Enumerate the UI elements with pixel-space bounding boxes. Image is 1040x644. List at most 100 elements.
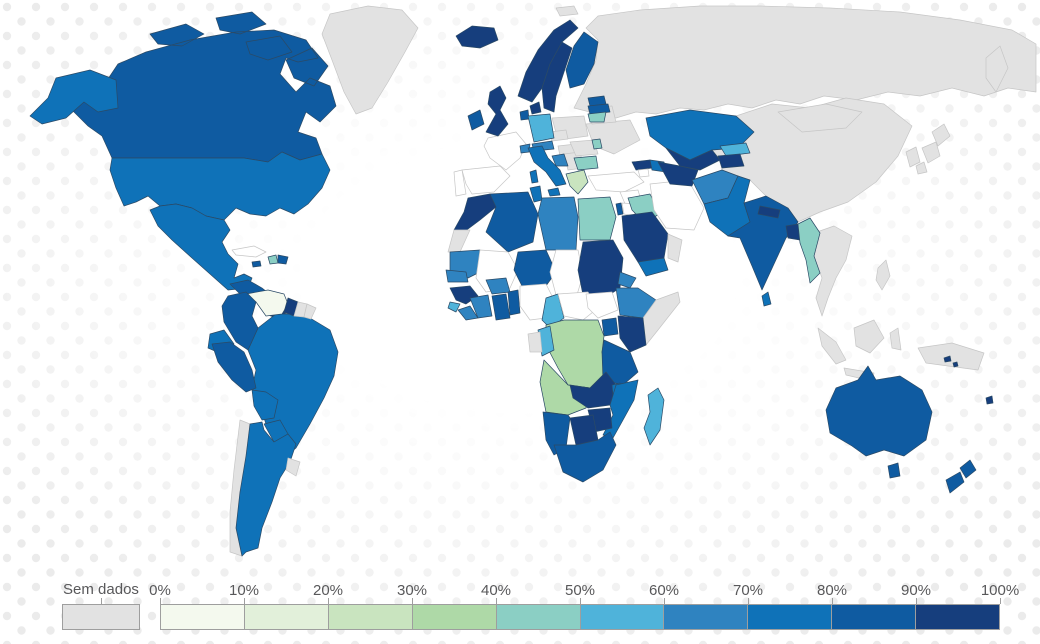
country-togo-benin[interactable] [507,289,521,316]
no-data-swatch [62,604,140,630]
legend-bin-0-10% [161,605,244,629]
legend-bin-60-70% [663,605,748,629]
legend-bin-30-40% [411,605,496,629]
country-peru[interactable] [211,341,257,393]
country-egypt[interactable] [577,196,617,241]
country-argentina[interactable] [235,421,297,557]
country-usa[interactable] [29,69,331,221]
country-sierra-leone[interactable] [447,301,461,313]
country-lithuania[interactable] [587,111,607,123]
country-sri-lanka[interactable] [761,291,772,307]
country-denmark[interactable] [529,101,542,115]
country-croatia[interactable] [551,153,569,167]
country-oman[interactable] [667,233,683,263]
country-south-africa[interactable] [553,431,617,483]
country-cote-divoire[interactable] [469,294,493,319]
country-bolivia[interactable] [251,389,279,421]
country-uruguay[interactable] [285,457,301,477]
country-bangladesh[interactable] [785,223,801,241]
country-turkey[interactable] [587,171,645,193]
color-scale: 0% 10% 20% 30% 40% 50% 60% 70% 80% 90% 100% [149,582,1019,630]
scale-ticks [160,598,1001,604]
country-tajikistan[interactable] [717,153,745,169]
country-kyrgyzstan[interactable] [719,142,751,157]
tick-mark [916,598,917,604]
country-mexico[interactable] [149,203,253,291]
country-canada[interactable] [61,11,337,163]
tick-mark [244,598,245,604]
country-italy[interactable] [527,145,567,197]
legend-bin-10-20% [243,605,328,629]
country-france[interactable] [483,131,527,171]
tick-label-20%: 20% [312,582,344,599]
country-ireland[interactable] [467,109,485,131]
country-uganda[interactable] [601,317,619,337]
country-south-sudan[interactable] [585,291,619,319]
country-algeria[interactable] [485,191,539,253]
country-spain[interactable] [461,165,511,195]
country-greenland[interactable] [321,5,419,115]
tick-label-50%: 50% [564,582,596,599]
tick-label-80%: 80% [816,582,848,599]
country-niger[interactable] [513,249,557,291]
country-australia[interactable] [825,365,933,479]
country-cuba[interactable] [231,245,267,258]
country-sweden[interactable] [541,41,573,113]
country-senegal[interactable] [445,269,469,283]
country-greece[interactable] [565,169,589,195]
country-norway[interactable] [517,19,579,103]
country-switzerland[interactable] [519,143,531,154]
country-chad[interactable] [549,249,584,299]
country-ghana[interactable] [491,293,511,321]
country-svalbard[interactable] [555,5,579,17]
country-moldova[interactable] [591,138,603,150]
country-netherlands[interactable] [519,109,530,121]
country-united-kingdom[interactable] [485,85,509,137]
country-latvia[interactable] [587,103,611,115]
country-papua-new-guinea[interactable] [917,342,985,371]
country-israel[interactable] [615,202,624,216]
tick-mark [328,598,329,604]
country-colombia[interactable] [221,291,259,351]
country-philippines[interactable] [875,259,891,291]
country-india[interactable] [727,195,799,291]
country-yemen[interactable] [637,257,669,277]
country-finland[interactable] [565,31,599,89]
country-georgia[interactable] [631,159,653,171]
country-iceland[interactable] [455,25,499,49]
country-armenia[interactable] [637,168,650,178]
tick-label-100%: 100% [980,582,1020,599]
country-korea[interactable] [905,146,921,168]
country-botswana[interactable] [569,414,599,446]
country-russia[interactable] [573,5,1037,119]
country-madagascar[interactable] [643,387,665,446]
country-turkmenistan[interactable] [657,161,699,187]
country-mainland-southeast-asia[interactable] [813,225,853,317]
country-indonesia[interactable] [817,319,902,382]
legend-bin-40-50% [495,605,580,629]
country-myanmar[interactable] [797,217,821,284]
country-mongolia[interactable] [777,103,863,133]
country-fiji[interactable] [985,395,994,405]
country-new-zealand[interactable] [945,459,977,494]
country-libya[interactable] [537,196,579,251]
country-solomon-islands[interactable] [943,355,959,368]
tick-label-60%: 60% [648,582,680,599]
tick-mark [748,598,749,604]
country-western-sahara[interactable] [447,229,471,253]
country-jamaica[interactable] [251,260,262,268]
country-eritrea[interactable] [617,271,637,289]
country-portugal[interactable] [453,169,467,197]
country-dominican-republic[interactable] [277,254,289,265]
country-japan[interactable] [915,123,951,175]
country-kenya[interactable] [617,315,647,353]
country-germany[interactable] [527,113,555,143]
tick-label-30%: 30% [396,582,428,599]
country-bulgaria[interactable] [573,155,599,171]
country-nepal[interactable] [757,205,781,219]
country-french-guiana[interactable] [303,303,317,320]
country-gabon[interactable] [527,331,543,353]
country-romania[interactable] [569,139,599,157]
country-haiti[interactable] [267,254,279,265]
scale-tick-labels: 0% 10% 20% 30% 40% 50% 60% 70% 80% 90% 100% [149,582,1019,599]
